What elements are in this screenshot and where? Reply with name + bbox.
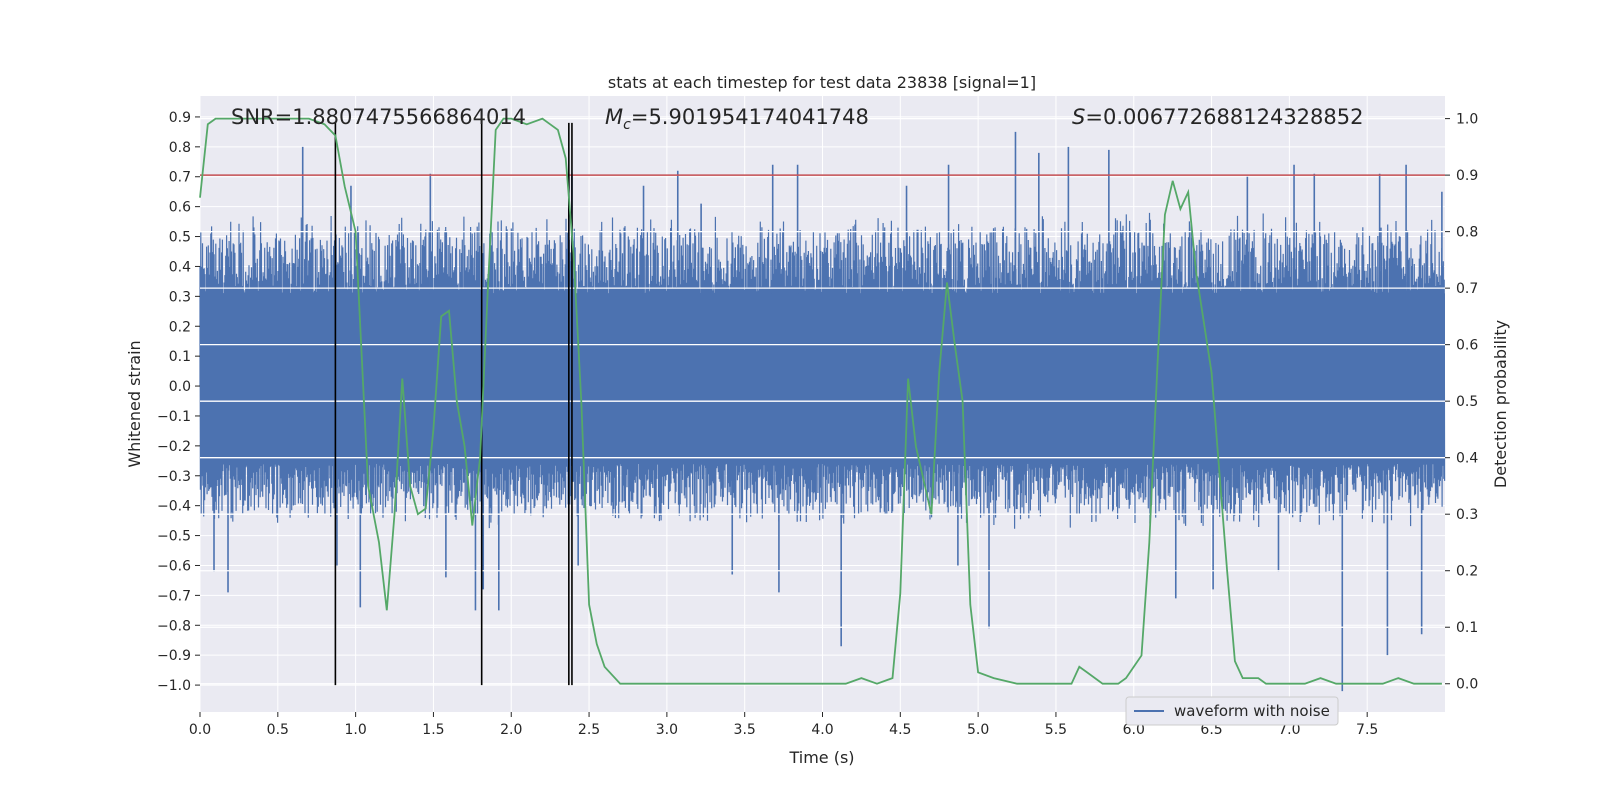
left-y-tick-label-9: 0.0 bbox=[169, 379, 191, 395]
right-y-axis-label: Detection probability bbox=[1491, 320, 1510, 488]
left-y-tick-label-6: 0.3 bbox=[169, 289, 191, 305]
left-y-tick-label-14: −0.5 bbox=[157, 529, 191, 545]
x-tick-label-3: 1.5 bbox=[422, 722, 444, 738]
snr-value: 1.8807475566864014 bbox=[292, 105, 526, 129]
chirp-mass-annotation: Mc=5.901954174041748 bbox=[605, 105, 869, 133]
snr-prefix: SNR= bbox=[231, 105, 292, 129]
s-annotation: S=0.006772688124328852 bbox=[1072, 105, 1363, 129]
s-equals: = bbox=[1085, 105, 1103, 129]
right-y-tick-label-9: 0.1 bbox=[1456, 620, 1478, 636]
left-y-tick-label-8: 0.1 bbox=[169, 349, 191, 365]
right-y-tick-label-1: 0.9 bbox=[1456, 168, 1478, 184]
x-tick-label-5: 2.5 bbox=[578, 722, 600, 738]
x-axis-label: Time (s) bbox=[788, 748, 854, 767]
x-tick-label-15: 7.5 bbox=[1356, 722, 1378, 738]
left-y-tick-label-11: −0.2 bbox=[157, 439, 191, 455]
left-y-tick-label-19: −1.0 bbox=[157, 678, 191, 694]
waveform-trace bbox=[199, 212, 1446, 529]
chart-title: stats at each timestep for test data 238… bbox=[608, 73, 1036, 92]
chirp-mass-subscript: c bbox=[623, 117, 631, 133]
x-tick-label-13: 6.5 bbox=[1200, 722, 1222, 738]
left-y-tick-label-0: 0.9 bbox=[169, 110, 191, 126]
legend-label: waveform with noise bbox=[1174, 702, 1330, 720]
x-tick-label-12: 6.0 bbox=[1123, 722, 1145, 738]
chirp-mass-equals: = bbox=[631, 105, 649, 129]
left-y-axis-label: Whitened strain bbox=[125, 340, 144, 467]
right-y-tick-label-6: 0.4 bbox=[1456, 451, 1478, 467]
probability-line bbox=[199, 117, 1442, 685]
left-y-tick-label-3: 0.6 bbox=[169, 200, 191, 216]
right-y-tick-label-3: 0.7 bbox=[1456, 281, 1478, 297]
left-y-tick-label-5: 0.4 bbox=[169, 259, 191, 275]
s-symbol: S bbox=[1072, 105, 1085, 129]
right-y-tick-label-4: 0.6 bbox=[1456, 338, 1478, 354]
reference-lines bbox=[200, 117, 1445, 686]
left-y-tick-label-12: −0.3 bbox=[157, 469, 191, 485]
left-y-tick-label-18: −0.9 bbox=[157, 648, 191, 664]
x-tick-label-7: 3.5 bbox=[734, 722, 756, 738]
left-y-tick-label-17: −0.8 bbox=[157, 618, 191, 634]
x-tick-label-2: 1.0 bbox=[344, 722, 366, 738]
right-y-tick-label-5: 0.5 bbox=[1456, 394, 1478, 410]
waveform-series bbox=[199, 131, 1446, 692]
x-tick-label-10: 5.0 bbox=[967, 722, 989, 738]
x-tick-label-14: 7.0 bbox=[1278, 722, 1300, 738]
snr-annotation: SNR=1.8807475566864014 bbox=[231, 105, 526, 129]
waveform-core bbox=[200, 293, 1445, 464]
left-y-tick-label-13: −0.4 bbox=[157, 499, 191, 515]
legend: waveform with noise bbox=[1125, 696, 1339, 726]
left-y-tick-label-7: 0.2 bbox=[169, 319, 191, 335]
x-tick-label-0: 0.0 bbox=[189, 722, 211, 738]
right-y-tick-label-8: 0.2 bbox=[1456, 564, 1478, 580]
chirp-mass-value: 5.901954174041748 bbox=[648, 105, 868, 129]
left-y-tick-label-1: 0.8 bbox=[169, 140, 191, 156]
left-y-tick-label-16: −0.7 bbox=[157, 588, 191, 604]
left-y-tick-label-15: −0.6 bbox=[157, 558, 191, 574]
right-y-tick-label-2: 0.8 bbox=[1456, 225, 1478, 241]
legend-box bbox=[1125, 696, 1339, 726]
probability-series bbox=[199, 117, 1442, 685]
s-value: 0.006772688124328852 bbox=[1103, 105, 1364, 129]
left-y-tick-label-2: 0.7 bbox=[169, 170, 191, 186]
left-y-tick-label-4: 0.5 bbox=[169, 230, 191, 246]
right-y-tick-label-7: 0.3 bbox=[1456, 507, 1478, 523]
chirp-mass-symbol: M bbox=[605, 105, 623, 129]
right-y-tick-label-10: 0.0 bbox=[1456, 677, 1478, 693]
x-tick-label-11: 5.5 bbox=[1045, 722, 1067, 738]
x-tick-label-4: 2.0 bbox=[500, 722, 522, 738]
left-y-tick-label-10: −0.1 bbox=[157, 409, 191, 425]
right-y-axis-ticks: 1.0 0.9 0.8 0.7 0.6 0.5 0.4 0.3 0.2 0.1 0.0 bbox=[1445, 112, 1478, 693]
right-y-tick-label-0: 1.0 bbox=[1456, 112, 1478, 128]
x-tick-label-6: 3.0 bbox=[656, 722, 678, 738]
left-y-axis-ticks: 0.9 0.8 0.7 0.6 0.5 0.4 0.3 0.2 0.1 0.0 −0.1 −0.2 −0… bbox=[157, 110, 200, 694]
x-tick-label-9: 4.5 bbox=[889, 722, 911, 738]
x-tick-label-1: 0.5 bbox=[267, 722, 289, 738]
x-tick-label-8: 4.0 bbox=[811, 722, 833, 738]
